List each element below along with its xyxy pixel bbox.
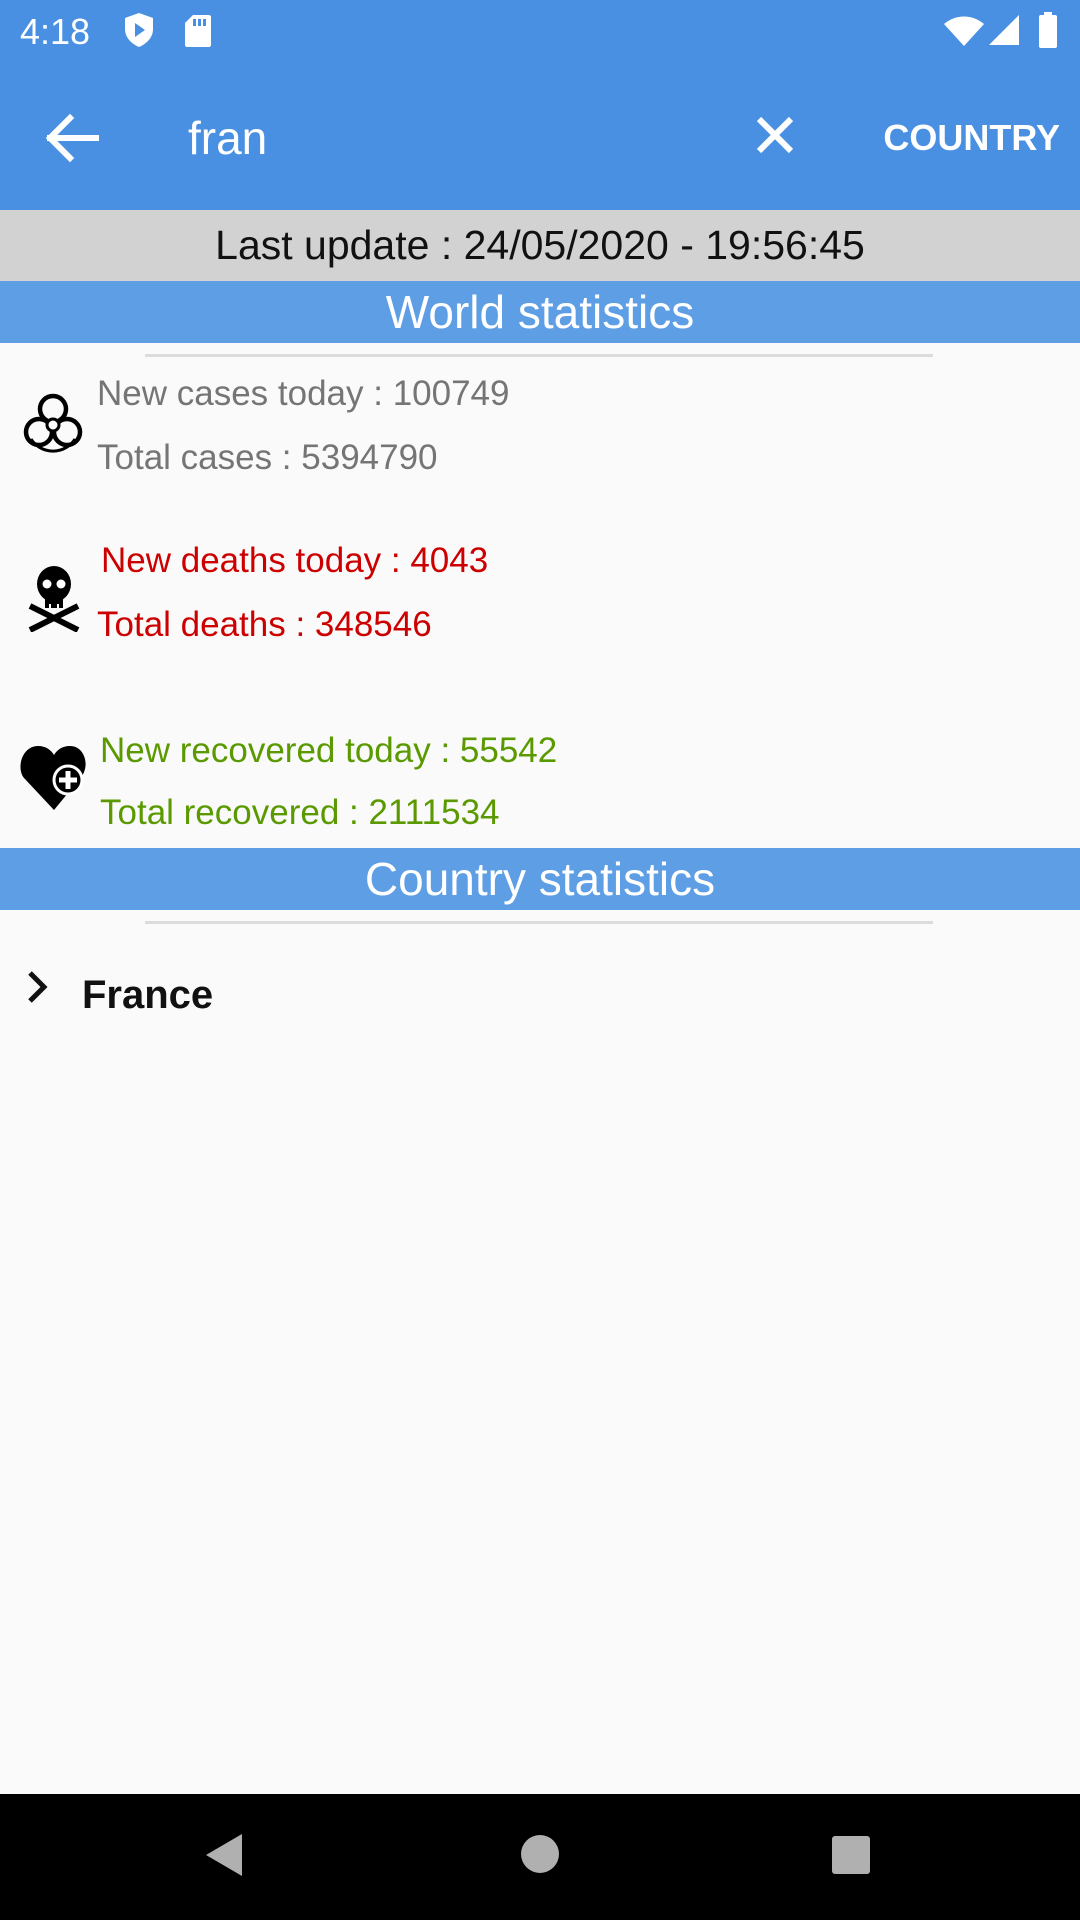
total-recovered: Total recovered : 2111534 xyxy=(100,793,500,832)
skull-crossbones-icon xyxy=(28,566,80,632)
shield-icon xyxy=(125,13,153,47)
status-bar: 4:18 xyxy=(0,0,1080,63)
wifi-icon xyxy=(944,16,984,46)
country-button[interactable]: COUNTRY xyxy=(883,117,1060,158)
search-input[interactable] xyxy=(188,103,708,173)
biohazard-icon xyxy=(23,393,83,453)
sd-card-icon xyxy=(185,15,211,47)
signal-icon xyxy=(989,15,1019,45)
last-update-label: Last update : 24/05/2020 - 19:56:45 xyxy=(0,210,1080,281)
divider xyxy=(145,921,933,924)
country-item-france[interactable]: France xyxy=(0,955,1080,1035)
recents-square-icon[interactable] xyxy=(832,1836,870,1874)
total-cases: Total cases : 5394790 xyxy=(97,438,438,477)
back-triangle-icon[interactable] xyxy=(204,1832,244,1878)
app-bar: COUNTRY xyxy=(0,63,1080,210)
battery-icon xyxy=(1039,12,1057,48)
heart-plus-icon xyxy=(20,746,86,810)
arrow-left-icon[interactable] xyxy=(40,109,106,167)
new-deaths-today: New deaths today : 4043 xyxy=(101,541,489,580)
new-recovered-today: New recovered today : 55542 xyxy=(100,731,558,770)
country-name: France xyxy=(82,973,214,1017)
home-circle-icon[interactable] xyxy=(520,1834,560,1874)
country-statistics-header: Country statistics xyxy=(0,848,1080,910)
navigation-bar xyxy=(0,1794,1080,1920)
status-time: 4:18 xyxy=(20,11,91,52)
chevron-right-icon xyxy=(28,971,48,1003)
new-cases-today: New cases today : 100749 xyxy=(97,374,510,413)
close-icon[interactable] xyxy=(747,107,803,163)
total-deaths: Total deaths : 348546 xyxy=(97,605,432,644)
divider xyxy=(145,354,933,357)
world-statistics-header: World statistics xyxy=(0,281,1080,343)
